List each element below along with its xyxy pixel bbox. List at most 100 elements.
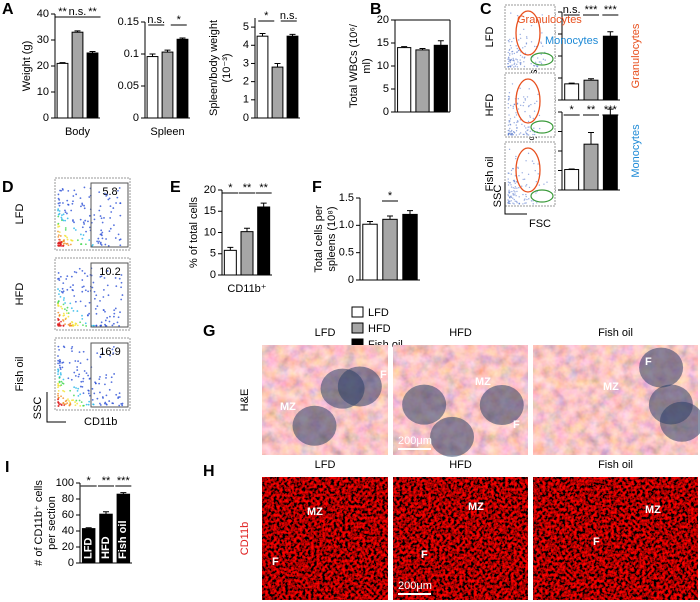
event-dot [57, 401, 60, 403]
event-dot [533, 133, 536, 136]
event-dot [61, 366, 64, 369]
bar [583, 79, 599, 101]
event-dot [57, 242, 60, 245]
event-dot [70, 307, 73, 310]
event-dot [99, 402, 101, 405]
bar [223, 249, 237, 276]
event-dot [109, 227, 112, 230]
event-dot [62, 243, 65, 245]
region-label: F [421, 549, 428, 561]
event-dot [62, 290, 65, 293]
event-dot [528, 186, 531, 189]
event-dot [536, 100, 538, 103]
event-dot [61, 307, 64, 310]
event-dot [99, 355, 102, 358]
event-dot [63, 390, 66, 393]
event-dot [515, 114, 518, 116]
y-tick-label: 80 [62, 493, 74, 505]
event-dot [87, 392, 90, 395]
event-dot [69, 402, 72, 405]
y-tick-label: 20 [377, 14, 389, 26]
event-dot [100, 229, 103, 232]
flow-plot [54, 257, 131, 331]
event-dot [98, 378, 101, 381]
event-dot [102, 397, 104, 399]
event-dot [540, 42, 543, 45]
cd11b-gate [90, 342, 129, 408]
event-dot [73, 386, 76, 389]
error-bar [164, 49, 171, 53]
event-dot [63, 297, 65, 299]
event-dot [57, 345, 60, 348]
event-dot [530, 24, 533, 27]
event-dot [63, 239, 65, 241]
event-dot [71, 239, 74, 242]
event-dot [85, 403, 88, 406]
event-dot [530, 200, 533, 202]
event-dot [88, 378, 91, 380]
event-dot [110, 376, 113, 379]
event-dot [519, 37, 522, 39]
significance-label: n.s. [69, 6, 87, 18]
event-dot [62, 378, 65, 381]
follicle [402, 384, 447, 425]
event-dot [513, 103, 516, 106]
event-dot [57, 318, 60, 321]
event-dot [105, 374, 108, 376]
event-dot [111, 324, 114, 327]
event-dot [57, 300, 60, 303]
event-dot [80, 401, 83, 404]
event-dot [67, 312, 70, 315]
event-dot [61, 214, 63, 217]
event-dot [509, 61, 511, 64]
event-dot [513, 198, 515, 201]
event-dot [528, 88, 530, 90]
event-dot [112, 402, 115, 405]
follicle [639, 347, 684, 388]
event-dot [66, 217, 69, 220]
event-dot [512, 57, 514, 60]
gate-label: Granulocytes [517, 14, 582, 26]
event-dot [69, 302, 72, 305]
event-dot [57, 382, 59, 385]
event-dot [59, 239, 61, 241]
event-dot [535, 180, 538, 183]
cd11b-gate [90, 182, 129, 248]
y-axis-label: ml) [361, 58, 373, 73]
event-dot [67, 244, 70, 247]
event-dot [522, 178, 524, 181]
event-dot [523, 57, 526, 59]
event-dot [517, 61, 519, 63]
event-dot [100, 217, 103, 220]
event-dot [60, 384, 63, 387]
event-dot [541, 32, 543, 34]
y-tick-label: 20 [62, 541, 74, 553]
event-dot [78, 267, 81, 270]
event-dot [528, 198, 530, 200]
event-dot [81, 286, 84, 288]
event-dot [71, 323, 74, 326]
event-dot [67, 323, 70, 326]
event-dot [117, 189, 119, 192]
event-dot [507, 194, 509, 196]
y-tick-label: 20 [204, 184, 216, 196]
event-dot [58, 314, 61, 317]
event-dot [72, 219, 74, 221]
event-dot [62, 219, 65, 222]
event-dot [62, 213, 65, 216]
event-dot [79, 393, 82, 396]
event-dot [508, 91, 511, 94]
event-dot [58, 212, 61, 215]
error-bar [227, 246, 234, 251]
bar [397, 47, 412, 113]
event-dot [103, 192, 106, 195]
event-dot [57, 386, 59, 389]
event-dot [510, 200, 512, 202]
monocyte-gate [530, 120, 554, 134]
error-bar [59, 62, 66, 64]
event-dot [57, 362, 59, 365]
event-dot [57, 230, 59, 233]
y-tick-label: 3 [243, 57, 249, 69]
event-dot [104, 324, 107, 327]
